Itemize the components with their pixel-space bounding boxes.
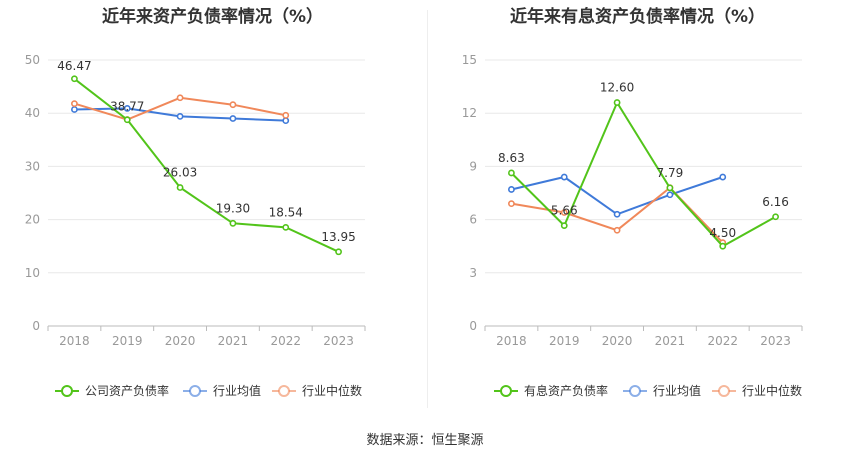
data-label: 4.50 bbox=[709, 226, 736, 240]
data-point bbox=[508, 200, 515, 208]
x-tick-label: 2018 bbox=[496, 334, 527, 348]
legend-marker bbox=[629, 385, 641, 397]
legend-item: 行业均值 bbox=[183, 383, 261, 398]
data-label: 8.63 bbox=[498, 151, 525, 165]
y-tick-label: 9 bbox=[469, 159, 477, 173]
legend-marker bbox=[61, 385, 73, 397]
data-source-note: 数据来源：恒生聚源 bbox=[366, 433, 484, 448]
data-point bbox=[613, 226, 621, 234]
y-tick-label: 10 bbox=[25, 266, 40, 280]
data-point bbox=[123, 105, 131, 112]
legend-item: 行业均值 bbox=[623, 383, 701, 398]
legend-label: 行业中位数 bbox=[302, 383, 362, 398]
data-label: 12.60 bbox=[600, 81, 634, 95]
x-tick-label: 2019 bbox=[112, 334, 143, 348]
data-point bbox=[666, 184, 674, 192]
x-tick-label: 2020 bbox=[165, 334, 196, 348]
y-tick-label: 0 bbox=[32, 319, 40, 333]
x-tick-label: 2022 bbox=[270, 334, 301, 348]
series-line bbox=[73, 78, 340, 253]
legend-marker bbox=[718, 385, 730, 397]
data-point bbox=[613, 99, 621, 106]
y-tick-label: 0 bbox=[469, 319, 477, 333]
x-tick-label: 2019 bbox=[549, 334, 580, 348]
y-tick-label: 40 bbox=[25, 106, 40, 120]
data-label: 6.16 bbox=[762, 195, 789, 209]
data-label: 18.54 bbox=[269, 205, 303, 219]
legend-marker bbox=[278, 385, 290, 397]
y-tick-label: 3 bbox=[469, 266, 477, 280]
data-point bbox=[719, 242, 727, 250]
legend-label: 公司资产负债率 bbox=[85, 383, 169, 398]
data-point bbox=[176, 112, 184, 120]
legend-marker bbox=[500, 385, 512, 397]
data-label: 19.30 bbox=[216, 201, 250, 215]
x-tick-label: 2021 bbox=[218, 334, 249, 348]
data-point bbox=[71, 75, 78, 83]
data-point bbox=[772, 213, 779, 221]
x-tick-label: 2020 bbox=[602, 334, 633, 348]
left-chart-title: 近年来资产负债率情况（%） bbox=[101, 7, 324, 27]
legend-item: 行业中位数 bbox=[712, 383, 802, 398]
data-point bbox=[123, 116, 131, 124]
legend-item: 公司资产负债率 bbox=[55, 383, 169, 398]
data-point bbox=[176, 184, 184, 191]
legend-marker bbox=[189, 385, 201, 397]
right-line-chart: 0 3 6 9 12 15 2018 2019 2020 2021 2022 2023 8.63 5.66… bbox=[462, 53, 803, 398]
data-point bbox=[613, 210, 621, 218]
data-point bbox=[560, 222, 568, 230]
data-point bbox=[229, 219, 237, 227]
x-tick-label: 2018 bbox=[59, 334, 90, 348]
x-tick-label: 2023 bbox=[323, 334, 354, 348]
data-point bbox=[229, 101, 237, 109]
y-tick-label: 12 bbox=[462, 106, 477, 120]
data-point bbox=[560, 209, 568, 216]
y-tick-label: 6 bbox=[469, 213, 477, 227]
x-tick-label: 2023 bbox=[760, 334, 791, 348]
data-label: 5.66 bbox=[551, 204, 578, 218]
series-line bbox=[510, 100, 777, 248]
right-chart-title: 近年来有息资产负债率情况（%） bbox=[509, 7, 766, 27]
left-line-chart: 0 10 20 30 40 50 2018 2019 2020 2021 2022 2023 46.47… bbox=[25, 53, 366, 398]
legend-label: 行业均值 bbox=[213, 383, 261, 398]
data-point bbox=[282, 223, 290, 231]
data-point bbox=[508, 186, 515, 193]
data-point bbox=[666, 191, 674, 199]
data-point bbox=[335, 248, 342, 256]
data-label: 26.03 bbox=[163, 166, 197, 180]
chart-divider bbox=[427, 10, 428, 408]
data-label: 38.77 bbox=[110, 100, 144, 114]
legend-label: 行业中位数 bbox=[742, 383, 802, 398]
y-tick-label: 20 bbox=[25, 213, 40, 227]
legend-item: 有息资产负债率 bbox=[494, 383, 608, 398]
legend-label: 行业均值 bbox=[653, 383, 701, 398]
x-tick-label: 2021 bbox=[655, 334, 686, 348]
legend-label: 有息资产负债率 bbox=[524, 383, 608, 398]
data-point bbox=[719, 173, 727, 181]
legend-item: 行业中位数 bbox=[272, 383, 362, 398]
data-point bbox=[282, 111, 290, 119]
data-point bbox=[176, 94, 184, 102]
y-tick-label: 30 bbox=[25, 159, 40, 173]
data-label: 46.47 bbox=[57, 59, 91, 73]
y-tick-label: 15 bbox=[462, 53, 477, 67]
data-label: 13.95 bbox=[321, 230, 355, 244]
data-label: 7.79 bbox=[657, 166, 684, 180]
data-point bbox=[508, 169, 515, 177]
y-tick-label: 50 bbox=[25, 53, 40, 67]
x-tick-label: 2022 bbox=[707, 334, 738, 348]
data-point bbox=[71, 100, 78, 108]
data-point bbox=[560, 173, 568, 181]
data-point bbox=[229, 115, 237, 122]
